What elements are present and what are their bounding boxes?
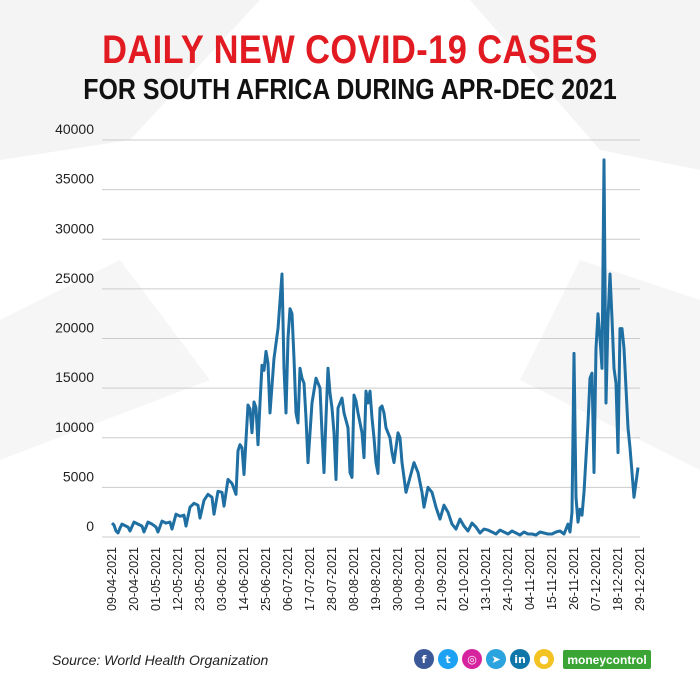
x-tick-label: 20-04-2021 bbox=[127, 547, 141, 611]
y-tick-label: 40000 bbox=[55, 121, 94, 137]
x-tick-label: 13-10-2021 bbox=[479, 547, 493, 611]
x-tick-label: 07-12-2021 bbox=[589, 547, 603, 611]
x-tick-label: 25-06-2021 bbox=[259, 547, 273, 611]
x-tick-label: 17-07-2021 bbox=[303, 547, 317, 611]
x-tick-label: 28-07-2021 bbox=[325, 547, 339, 611]
x-tick-label: 10-09-2021 bbox=[413, 547, 427, 611]
x-tick-label: 23-05-2021 bbox=[193, 547, 207, 611]
x-tick-label: 30-08-2021 bbox=[391, 547, 405, 611]
x-tick-label: 26-11-2021 bbox=[567, 547, 581, 610]
y-tick-label: 15000 bbox=[55, 369, 94, 385]
x-tick-label: 02-10-2021 bbox=[457, 547, 471, 611]
y-tick-label: 0 bbox=[86, 518, 94, 534]
x-tick-label: 21-09-2021 bbox=[435, 547, 449, 611]
x-tick-label: 03-06-2021 bbox=[215, 547, 229, 611]
x-tick-label: 09-04-2021 bbox=[105, 547, 119, 611]
x-axis-tick-labels: 09-04-2021 20-04-2021 01-05-2021 12-05-2021… bbox=[105, 547, 647, 611]
x-tick-label: 06-07-2021 bbox=[281, 547, 295, 611]
x-tick-label: 08-08-2021 bbox=[347, 547, 361, 611]
social-icons: f t ◎ ➤ in ● bbox=[414, 649, 554, 669]
x-tick-label: 14-06-2021 bbox=[237, 547, 251, 611]
x-tick-label: 01-05-2021 bbox=[149, 547, 163, 611]
y-tick-label: 5000 bbox=[63, 468, 94, 484]
telegram-icon[interactable]: ➤ bbox=[486, 649, 506, 669]
chart-title: DAILY NEW COVID-19 CASES bbox=[102, 28, 598, 72]
grid-lines bbox=[102, 139, 640, 538]
y-tick-label: 30000 bbox=[55, 220, 94, 236]
koo-icon[interactable]: ● bbox=[534, 649, 554, 669]
y-tick-label: 10000 bbox=[55, 419, 94, 435]
x-tick-label: 24-10-2021 bbox=[501, 547, 515, 611]
x-tick-label: 04-11-2021 bbox=[523, 547, 537, 610]
x-tick-label: 12-05-2021 bbox=[171, 547, 185, 611]
y-tick-label: 20000 bbox=[55, 320, 94, 336]
source-note: Source: World Health Organization bbox=[52, 652, 269, 668]
y-tick-label: 35000 bbox=[55, 171, 94, 187]
brand-logo: moneycontrol bbox=[563, 650, 651, 669]
y-axis-tick-labels: 0 5000 10000 15000 20000 25000 30000 35000 40000 bbox=[55, 121, 94, 534]
series-line bbox=[110, 158, 640, 537]
x-tick-label: 15-11-2021 bbox=[545, 547, 559, 610]
x-tick-label: 29-12-2021 bbox=[633, 547, 647, 611]
series-line-layer bbox=[110, 158, 640, 537]
facebook-icon[interactable]: f bbox=[414, 649, 434, 669]
chart-subtitle: FOR SOUTH AFRICA DURING APR-DEC 2021 bbox=[83, 74, 617, 106]
instagram-icon[interactable]: ◎ bbox=[462, 649, 482, 669]
linkedin-icon[interactable]: in bbox=[510, 649, 530, 669]
x-tick-label: 19-08-2021 bbox=[369, 547, 383, 611]
twitter-icon[interactable]: t bbox=[438, 649, 458, 669]
x-tick-label: 18-12-2021 bbox=[611, 547, 625, 611]
y-tick-label: 25000 bbox=[55, 270, 94, 286]
